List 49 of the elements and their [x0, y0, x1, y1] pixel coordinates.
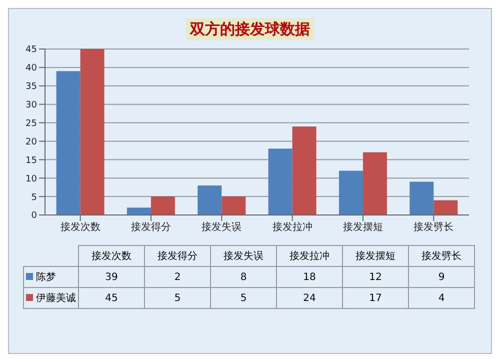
bar [362, 152, 387, 215]
bar [338, 170, 363, 215]
data-label: 8 [210, 266, 276, 288]
category-label: 接发次数 [92, 251, 132, 262]
bar [150, 196, 175, 215]
x-tick-label: 接发得分 [131, 221, 171, 234]
bar [56, 71, 80, 215]
legend-label: 陈梦 [24, 266, 78, 288]
bar [292, 126, 316, 215]
data-label: 18 [276, 266, 342, 288]
category-label: 接发失误 [224, 251, 264, 262]
y-tick-label: 40 [26, 64, 38, 74]
x-tick-label: 接发拉冲 [272, 221, 312, 234]
category-label: 接发得分 [158, 251, 198, 262]
category-label: 接发拉冲 [290, 251, 330, 262]
y-tick-label: 20 [26, 137, 38, 148]
data-label: 17 [342, 288, 408, 308]
category-label: 接发摆短 [356, 251, 396, 262]
y-tick-label: 10 [26, 174, 38, 184]
legend-label: 伊藤美诚 [24, 288, 78, 308]
category-label: 接发劈长 [422, 251, 462, 262]
chart-title: 双方的接发球数据 [186, 18, 314, 40]
bar [80, 49, 104, 215]
data-label: 4 [408, 288, 474, 308]
bar [126, 208, 151, 215]
data-label: 12 [342, 266, 408, 288]
bar [434, 200, 458, 215]
x-tick-label: 接发劈长 [414, 221, 454, 234]
y-tick-label: 0 [31, 211, 38, 222]
data-label: 24 [276, 288, 342, 308]
bar [222, 196, 246, 215]
y-tick-label: 5 [31, 192, 37, 203]
bar [198, 185, 222, 215]
data-label: 5 [210, 288, 276, 308]
data-label: 39 [78, 266, 144, 288]
data-label: 5 [144, 288, 210, 308]
x-tick-label: 接发次数 [60, 221, 100, 234]
y-tick-label: 45 [26, 45, 37, 56]
data-label: 45 [78, 288, 144, 308]
data-label: 2 [144, 266, 210, 288]
y-tick-label: 30 [26, 100, 38, 111]
y-tick-label: 35 [26, 82, 37, 92]
data-label: 9 [408, 266, 474, 288]
x-tick-label: 接发摆短 [343, 221, 383, 234]
x-tick-label: 接发失误 [202, 221, 242, 234]
y-tick-label: 15 [26, 156, 37, 166]
y-tick-label: 25 [26, 118, 37, 129]
bar [410, 182, 434, 215]
bar [268, 148, 292, 215]
